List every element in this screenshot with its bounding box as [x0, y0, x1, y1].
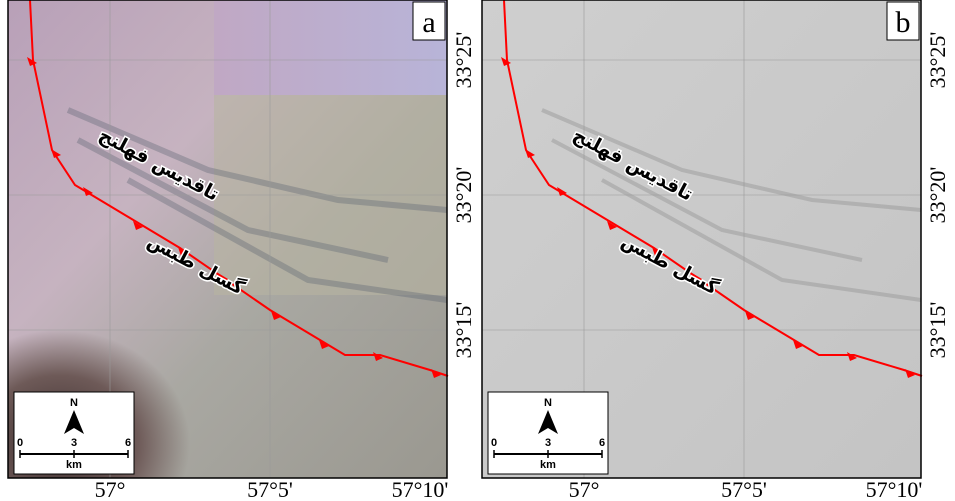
scale-tick-label: 3 — [545, 437, 551, 449]
y-coordinate: 33°25' — [925, 32, 950, 89]
scale-tick-label: 0 — [17, 437, 23, 449]
north-label: N — [544, 397, 552, 409]
x-coordinate: 57°10' — [866, 477, 923, 501]
scale-unit: km — [66, 459, 82, 471]
y-coordinate: 33°15' — [925, 302, 950, 359]
x-coordinate: 57°10' — [392, 477, 449, 501]
panel-letter: a — [422, 6, 435, 39]
y-coordinate: 33°20' — [451, 167, 476, 224]
x-coordinate: 57° — [95, 477, 126, 501]
scale-unit: km — [540, 459, 556, 471]
scale-tick-label: 6 — [125, 437, 131, 449]
x-coordinate: 57° — [569, 477, 600, 501]
satellite-tile — [214, 0, 447, 95]
y-coordinate: 33°25' — [451, 32, 476, 89]
y-coordinate: 33°15' — [451, 302, 476, 359]
scale-tick-label: 0 — [491, 437, 497, 449]
panel-letter: b — [896, 6, 911, 39]
scale-tick-label: 6 — [599, 437, 605, 449]
x-coordinate: 57°5' — [721, 477, 767, 501]
north-label: N — [70, 397, 78, 409]
scale-tick-label: 3 — [71, 437, 77, 449]
figure: aتاقدیس فهلنجگسل طبسN036km57°57°5'57°10'… — [0, 0, 955, 501]
y-coordinate: 33°20' — [925, 167, 950, 224]
x-coordinate: 57°5' — [247, 477, 293, 501]
